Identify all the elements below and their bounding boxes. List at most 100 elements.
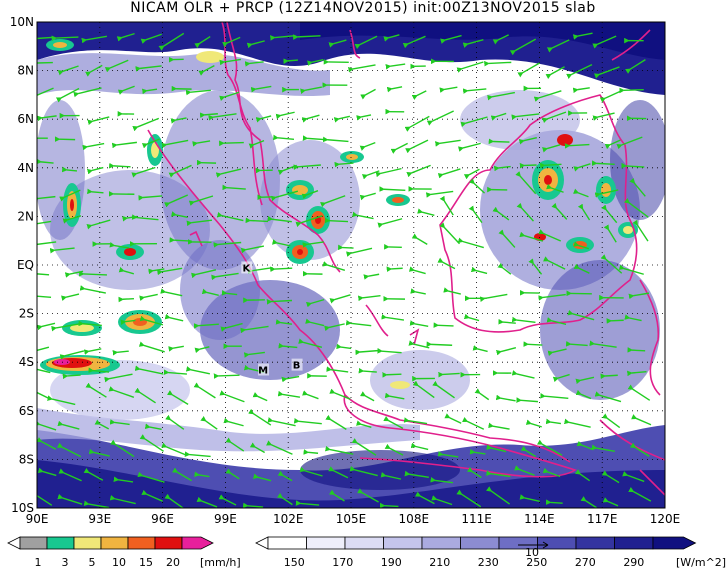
wind-vector: [117, 85, 135, 95]
lon-tick-label: 111E: [461, 512, 492, 526]
wind-vector: [349, 465, 378, 477]
graticule: [37, 22, 665, 508]
wind-vector: [457, 237, 484, 249]
lat-tick-label: 8N: [17, 64, 34, 78]
wind-vector: [404, 115, 430, 132]
wind-vector: [138, 341, 165, 353]
wind-vector: [333, 115, 351, 123]
wind-vector: [493, 165, 511, 172]
wind-vector: [267, 417, 296, 427]
wind-vector: [222, 36, 241, 48]
wind-vector: [281, 375, 300, 383]
lat-tick-label: 2S: [19, 307, 34, 321]
wind-vector: [132, 117, 160, 132]
wind-vector: [408, 266, 426, 275]
wind-vector: [515, 171, 537, 195]
wind-vector: [215, 168, 242, 178]
wind-vector: [592, 112, 615, 121]
lat-tick-label: 6N: [17, 112, 34, 126]
olr-colorbar-tick: 170: [332, 556, 353, 569]
wind-vector: [116, 32, 135, 42]
wind-vector: [430, 477, 454, 484]
wind-vector: [406, 164, 431, 178]
wind-vector: [523, 341, 543, 347]
olr-colorbar-swatch: [383, 536, 423, 550]
wind-vector: [591, 160, 615, 166]
lon-tick-label: 114E: [524, 512, 555, 526]
wind-vector: [79, 285, 106, 294]
wind-vector: [247, 267, 273, 275]
wind-vector: [141, 489, 163, 502]
wind-vector: [293, 164, 321, 170]
wind-vector: [386, 266, 403, 272]
olr-colorbar-tick: 230: [478, 556, 499, 569]
wind-vector: [225, 437, 245, 452]
wind-vector: [37, 420, 57, 431]
wind-vector: [275, 319, 292, 325]
wind-vector: [629, 177, 646, 197]
wind-vector: [538, 229, 562, 242]
wind-vector: [358, 367, 377, 374]
wind-vector: [164, 493, 184, 508]
wind-vector: [417, 208, 435, 216]
wind-vector: [267, 215, 292, 223]
wind-vector: [109, 162, 131, 169]
wind-vector: [439, 86, 458, 93]
lat-tick-label: 4S: [19, 355, 34, 369]
wind-vector: [55, 87, 80, 103]
wind-vector: [277, 390, 301, 398]
wind-vector: [56, 442, 82, 458]
wind-vector: [250, 85, 272, 93]
wind-vector: [135, 65, 162, 72]
wind-vector: [497, 262, 512, 275]
wind-vector: [275, 111, 295, 120]
wind-vector: [630, 442, 650, 457]
wind-vector: [546, 183, 564, 193]
wind-vector: [627, 347, 646, 353]
wind-vector: [111, 141, 137, 149]
wind-reference-label: 10: [525, 546, 539, 559]
wind-vector: [377, 218, 403, 228]
wind-vector: [112, 349, 129, 356]
wind-vector: [252, 473, 272, 482]
wind-vector: [542, 256, 566, 270]
wind-vector: [306, 298, 325, 308]
wind-vector: [486, 486, 511, 505]
wind-vector: [83, 348, 102, 355]
olr-colorbar-tick: 150: [284, 556, 305, 569]
lon-tick-label: 93E: [88, 512, 111, 526]
wind-vector: [37, 295, 52, 299]
precip-cluster-w: [46, 39, 224, 336]
wind-vector: [619, 87, 644, 94]
precip-colorbar: 1 3 5 10 15 20: [7, 536, 214, 569]
wind-vector: [137, 471, 165, 483]
wind-vector: [37, 387, 49, 399]
wind-vector: [385, 63, 406, 70]
lon-tick-label: 99E: [214, 512, 237, 526]
wind-vector: [437, 451, 459, 458]
wind-vector: [140, 33, 162, 44]
wind-vector: [37, 195, 56, 202]
wind-vector: [518, 137, 537, 145]
wind-vector: [248, 139, 265, 149]
wind-vector: [161, 139, 189, 149]
wind-vector: [300, 86, 322, 94]
wind-vector: [156, 267, 183, 276]
wind-vector: [517, 62, 540, 78]
wind-vector: [575, 376, 595, 385]
wind-vector: [324, 323, 345, 332]
olr-colorbar-tick: 210: [429, 556, 450, 569]
wind-vector: [357, 294, 381, 302]
wind-vector: [248, 408, 272, 426]
wind-vector: [161, 442, 186, 456]
precip-colorbar-unit: [mm/h]: [200, 556, 241, 569]
wind-vector: [538, 293, 566, 301]
wind-vector: [320, 195, 346, 208]
wind-vector: [384, 392, 405, 400]
wind-vector: [329, 294, 351, 304]
wind-vector: [118, 266, 135, 275]
wind-vector: [83, 500, 110, 508]
wind-vector: [336, 343, 352, 350]
wind-vector: [213, 241, 242, 248]
